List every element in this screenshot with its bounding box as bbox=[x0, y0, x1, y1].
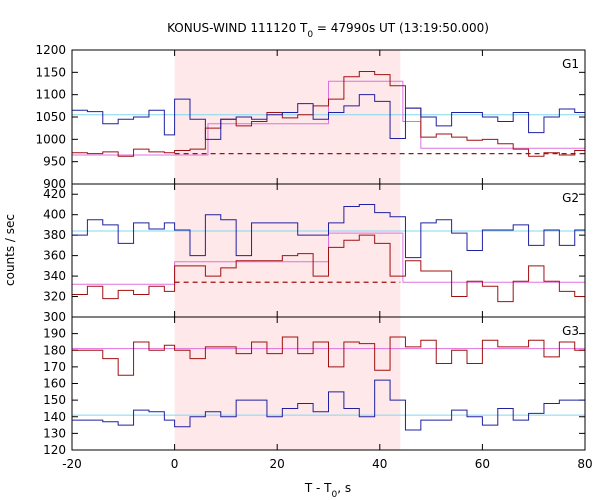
y-tick-label-g1: 900 bbox=[43, 177, 66, 191]
shaded-burst-interval bbox=[174, 50, 401, 450]
x-tick-label: 40 bbox=[372, 457, 387, 471]
panel-label-g2: G2 bbox=[562, 191, 579, 205]
y-tick-label-g1: 950 bbox=[43, 155, 66, 169]
y-tick-label-g3: 140 bbox=[43, 410, 66, 424]
y-tick-label-g2: 380 bbox=[43, 228, 66, 242]
x-axis-label-subscript: 0 bbox=[332, 490, 338, 500]
y-tick-label-g1: 1200 bbox=[35, 43, 66, 57]
y-tick-label-g1: 1150 bbox=[35, 65, 66, 79]
x-tick-label: 20 bbox=[270, 457, 285, 471]
chart-title: KONUS-WIND 111120 T0 = 47990s UT (13:19:… bbox=[167, 21, 489, 40]
panel-g1: 1200 1150 1100 1050 1000 950 900 G1 bbox=[35, 43, 586, 191]
y-tick-label-g2: 340 bbox=[43, 269, 66, 283]
panel-label-g3: G3 bbox=[562, 324, 579, 338]
panel-frame-g3 bbox=[71, 316, 586, 451]
x-tick-label: -20 bbox=[62, 457, 82, 471]
series-red-g3 bbox=[72, 336, 585, 376]
series-blue-g1 bbox=[72, 94, 585, 140]
y-tick-label-g2: 400 bbox=[43, 208, 66, 222]
y-tick-label-g1: 1100 bbox=[35, 88, 66, 102]
y-tick-label-g3: 120 bbox=[43, 443, 66, 457]
y-tick-label-g2: 320 bbox=[43, 290, 66, 304]
x-tick-label: 80 bbox=[577, 457, 592, 471]
y-tick-label-g3: 130 bbox=[43, 426, 66, 440]
x-axis-label: T - T0, s bbox=[304, 481, 351, 500]
y-tick-label-g2: 300 bbox=[43, 310, 66, 324]
y-tick-label-g3: 160 bbox=[43, 377, 66, 391]
y-axis-label: counts / sec bbox=[3, 214, 17, 286]
y-tick-label-g1: 1000 bbox=[35, 132, 66, 146]
y-tick-label-g3: 180 bbox=[43, 343, 66, 357]
series-blue-g3 bbox=[72, 379, 585, 431]
x-tick-label: 60 bbox=[475, 457, 490, 471]
x-tick-label: 0 bbox=[171, 457, 179, 471]
y-tick-label-g3: 190 bbox=[43, 327, 66, 341]
chart-title-rest: = 47990s UT (13:19:50.000) bbox=[313, 21, 489, 35]
y-tick-label-g2: 360 bbox=[43, 249, 66, 263]
panel-g3: 190 180 170 160 150 140 130 120 G3 bbox=[43, 316, 586, 457]
x-axis-label-rest: , s bbox=[337, 481, 351, 495]
x-axis-tick-labels: -20 0 20 40 60 80 bbox=[62, 457, 592, 471]
series-red-g1 bbox=[72, 70, 585, 157]
panel-label-g1: G1 bbox=[562, 57, 579, 71]
chart-title-subscript: 0 bbox=[307, 30, 313, 40]
chart-panels: 1200 1150 1100 1050 1000 950 900 G1 420 400 380 360… bbox=[35, 43, 586, 457]
y-tick-label-g2: 420 bbox=[43, 187, 66, 201]
y-tick-label-g3: 150 bbox=[43, 393, 66, 407]
y-tick-label-g3: 170 bbox=[43, 360, 66, 374]
series-red-g2 bbox=[72, 234, 585, 303]
y-tick-label-g1: 1050 bbox=[35, 110, 66, 124]
series-blue-g2 bbox=[72, 203, 585, 259]
